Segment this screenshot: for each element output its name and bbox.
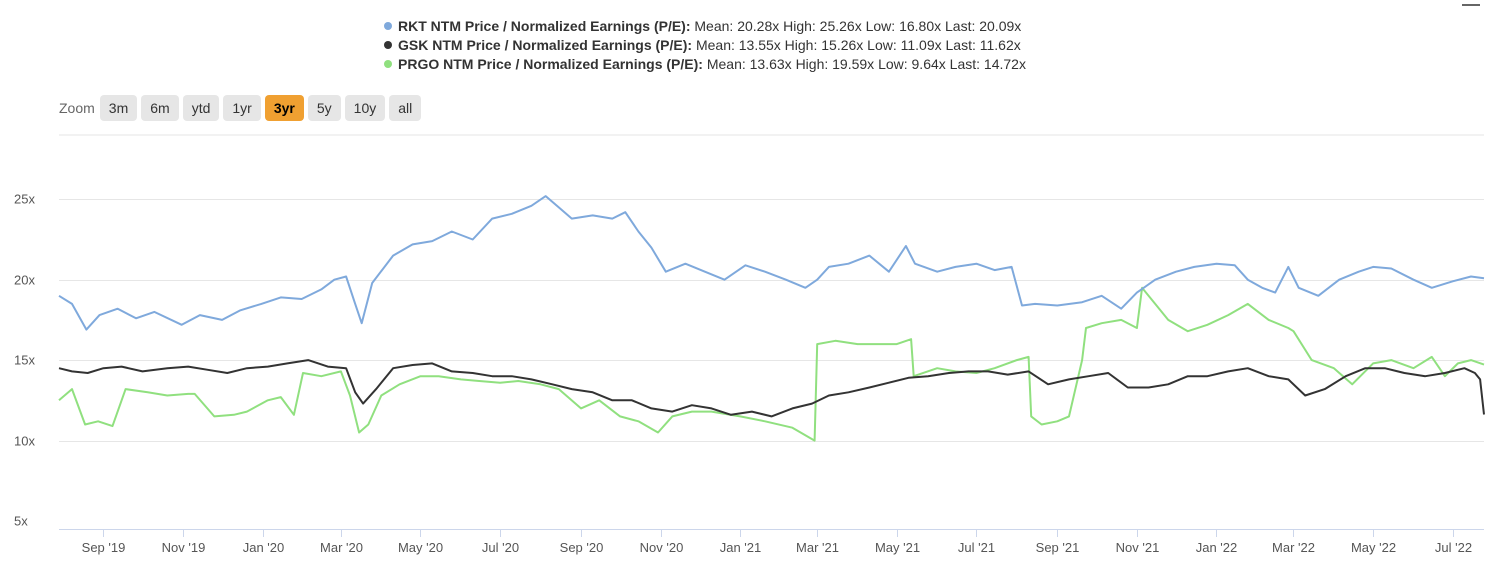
- x-tick-label: Sep '20: [560, 540, 604, 555]
- series-line-rkt: [58, 195, 1485, 331]
- legend-series-name: RKT NTM Price / Normalized Earnings (P/E…: [398, 18, 691, 34]
- zoom-button-6m[interactable]: 6m: [141, 95, 179, 121]
- x-tick-label: Nov '19: [162, 540, 206, 555]
- zoom-button-10y[interactable]: 10y: [344, 95, 386, 121]
- y-tick-label: 20x: [14, 273, 35, 288]
- x-tick-label: May '21: [875, 540, 920, 555]
- x-tick-label: Jul '21: [958, 540, 995, 555]
- x-tick-label: May '22: [1351, 540, 1396, 555]
- zoom-control: Zoom 3m 6m ytd 1yr 3yr 5y 10y all: [59, 95, 425, 121]
- zoom-button-3yr[interactable]: 3yr: [264, 95, 304, 121]
- x-tick-label: May '20: [398, 540, 443, 555]
- legend-marker-prgo: [384, 60, 392, 68]
- zoom-button-5y[interactable]: 5y: [307, 95, 341, 121]
- zoom-button-all[interactable]: all: [389, 95, 422, 121]
- x-tick-label: Nov '20: [640, 540, 684, 555]
- series-line-prgo: [58, 286, 1485, 442]
- x-tick-label: Jan '20: [243, 540, 285, 555]
- legend-series-stats: Mean: 13.63x High: 19.59x Low: 9.64x Las…: [706, 56, 1026, 72]
- legend-series-name: PRGO NTM Price / Normalized Earnings (P/…: [398, 56, 703, 72]
- x-tick-label: Sep '21: [1036, 540, 1080, 555]
- legend-item-rkt[interactable]: RKT NTM Price / Normalized Earnings (P/E…: [384, 17, 1026, 36]
- x-tick-label: Mar '21: [796, 540, 839, 555]
- legend-series-stats: Mean: 20.28x High: 25.26x Low: 16.80x La…: [694, 18, 1022, 34]
- x-tick-label: Mar '20: [320, 540, 363, 555]
- y-tick-label: 15x: [14, 353, 35, 368]
- y-tick-label: 10x: [14, 434, 35, 449]
- legend-item-prgo[interactable]: PRGO NTM Price / Normalized Earnings (P/…: [384, 55, 1026, 74]
- legend: RKT NTM Price / Normalized Earnings (P/E…: [384, 17, 1026, 74]
- legend-marker-rkt: [384, 22, 392, 30]
- legend-series-stats: Mean: 13.55x High: 15.26x Low: 11.09x La…: [695, 37, 1021, 53]
- zoom-button-1yr[interactable]: 1yr: [223, 95, 261, 121]
- x-tick-label: Mar '22: [1272, 540, 1315, 555]
- zoom-label: Zoom: [59, 100, 95, 116]
- x-tick-label: Jul '22: [1435, 540, 1472, 555]
- zoom-button-3m[interactable]: 3m: [99, 95, 138, 121]
- y-tick-label: 5x: [14, 514, 28, 529]
- x-tick-label: Jul '20: [482, 540, 519, 555]
- x-tick-label: Jan '22: [1196, 540, 1238, 555]
- y-tick-label: 25x: [14, 192, 35, 207]
- x-tick-label: Nov '21: [1116, 540, 1160, 555]
- menu-icon[interactable]: [1462, 0, 1480, 6]
- legend-series-name: GSK NTM Price / Normalized Earnings (P/E…: [398, 37, 693, 53]
- zoom-button-ytd[interactable]: ytd: [182, 95, 220, 121]
- legend-item-gsk[interactable]: GSK NTM Price / Normalized Earnings (P/E…: [384, 36, 1026, 55]
- x-tick-label: Jan '21: [720, 540, 762, 555]
- legend-marker-gsk: [384, 41, 392, 49]
- series-line-gsk: [58, 359, 1485, 418]
- x-tick-label: Sep '19: [82, 540, 126, 555]
